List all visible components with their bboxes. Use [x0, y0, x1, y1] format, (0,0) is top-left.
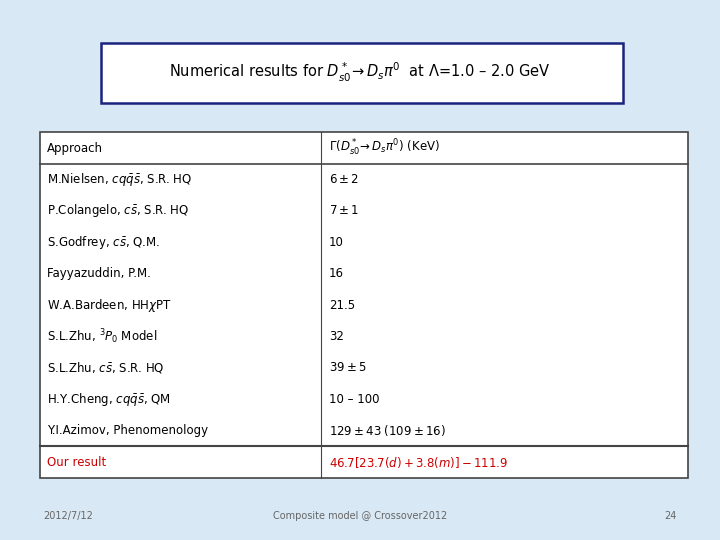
Text: $39 \pm 5$: $39 \pm 5$ [328, 361, 366, 374]
Text: 24: 24 [665, 511, 677, 521]
Text: Y.I.Azimov, Phenomenology: Y.I.Azimov, Phenomenology [47, 424, 208, 437]
Text: Our result: Our result [47, 456, 106, 469]
Text: 32: 32 [328, 330, 343, 343]
Text: $6 \pm 2$: $6 \pm 2$ [328, 173, 359, 186]
Text: S.Godfrey, $c\bar{s}$, Q.M.: S.Godfrey, $c\bar{s}$, Q.M. [47, 234, 160, 251]
Text: $46.7[23.7(d) + 3.8(m)] - 111.9$: $46.7[23.7(d) + 3.8(m)] - 111.9$ [328, 455, 508, 470]
Text: S.L.Zhu, $^3P_0$ Model: S.L.Zhu, $^3P_0$ Model [47, 327, 157, 346]
Text: Approach: Approach [47, 141, 103, 154]
Text: 2012/7/12: 2012/7/12 [43, 511, 93, 521]
Text: $129 \pm 43\;(109 \pm 16)$: $129 \pm 43\;(109 \pm 16)$ [328, 423, 446, 438]
Text: 16: 16 [328, 267, 343, 280]
Text: 10 – 100: 10 – 100 [328, 393, 379, 406]
Text: H.Y.Cheng, $cq\bar{q}\bar{s}$, QM: H.Y.Cheng, $cq\bar{q}\bar{s}$, QM [47, 391, 171, 408]
FancyBboxPatch shape [40, 132, 688, 478]
Text: S.L.Zhu, $c\bar{s}$, S.R. HQ: S.L.Zhu, $c\bar{s}$, S.R. HQ [47, 360, 164, 375]
Text: W.A.Bardeen, HH$\chi$PT: W.A.Bardeen, HH$\chi$PT [47, 296, 172, 314]
Text: Composite model @ Crossover2012: Composite model @ Crossover2012 [273, 511, 447, 521]
Text: M.Nielsen, $c q\bar{q}\bar{s}$, S.R. HQ: M.Nielsen, $c q\bar{q}\bar{s}$, S.R. HQ [47, 171, 192, 188]
Text: $7 \pm 1$: $7 \pm 1$ [328, 204, 359, 217]
Text: 21.5: 21.5 [328, 299, 355, 312]
Text: $\Gamma(D_{s0}^*\!\rightarrow D_s\pi^0)$ (KeV): $\Gamma(D_{s0}^*\!\rightarrow D_s\pi^0)$… [328, 138, 440, 158]
Text: 10: 10 [328, 236, 343, 249]
Text: Fayyazuddin, P.M.: Fayyazuddin, P.M. [47, 267, 150, 280]
Text: Numerical results for $D_{s0}^*\!\rightarrow D_s\pi^0$  at $\Lambda$=1.0 – 2.0 G: Numerical results for $D_{s0}^*\!\righta… [169, 62, 551, 84]
FancyBboxPatch shape [101, 43, 623, 103]
Text: P.Colangelo, $c\bar{s}$, S.R. HQ: P.Colangelo, $c\bar{s}$, S.R. HQ [47, 202, 189, 219]
